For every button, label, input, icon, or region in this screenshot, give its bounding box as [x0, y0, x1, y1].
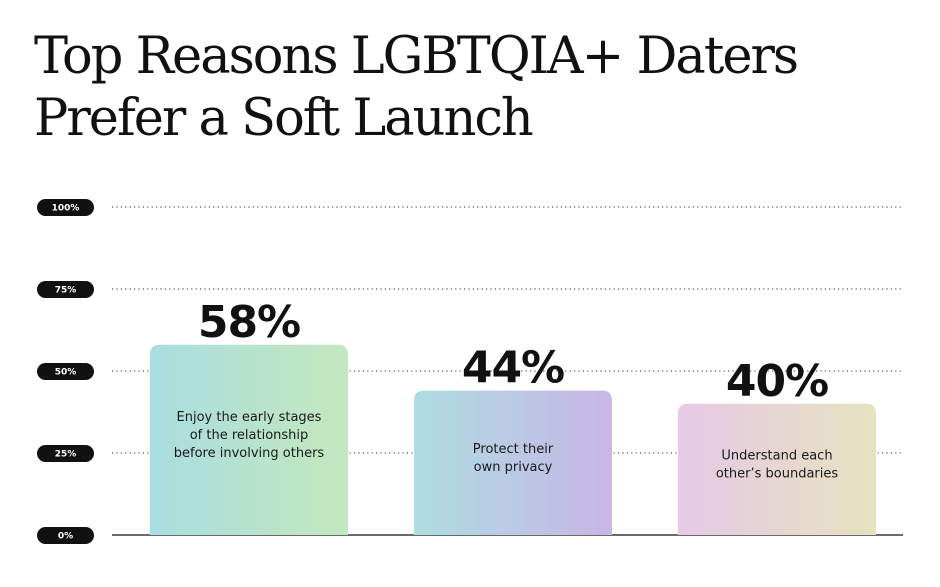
bar-value-label: 40%: [726, 356, 828, 407]
y-tick-label: 75%: [55, 286, 77, 296]
y-tick-label: 25%: [55, 450, 77, 460]
y-tick-pill: [37, 281, 94, 298]
bar-3: [678, 403, 876, 535]
y-tick-pill: [37, 527, 94, 544]
y-tick-pill: [37, 363, 94, 380]
y-tick-label: 50%: [55, 368, 77, 378]
bar-value-label: 58%: [198, 297, 300, 348]
bar-2: [414, 390, 612, 535]
y-tick-pill: [37, 199, 94, 216]
bar-value-label: 44%: [462, 343, 564, 394]
bars: 58% Enjoy the early stages of the relation…: [150, 297, 876, 535]
y-tick-label: 0%: [58, 532, 73, 542]
bar-category-label: Protect their own privacy: [473, 442, 554, 475]
chart-title: Top Reasons LGBTQIA+ Daters Prefer a Sof…: [34, 27, 799, 148]
y-axis: 0% 25% 50% 75% 100%: [37, 199, 94, 544]
bar-category-label: Enjoy the early stages of the relationshi…: [174, 410, 325, 461]
y-tick-label: 100%: [52, 204, 80, 214]
bar-category-label: Understand each other’s boundaries: [716, 448, 839, 481]
bar-1: [150, 344, 348, 535]
y-tick-pill: [37, 445, 94, 462]
